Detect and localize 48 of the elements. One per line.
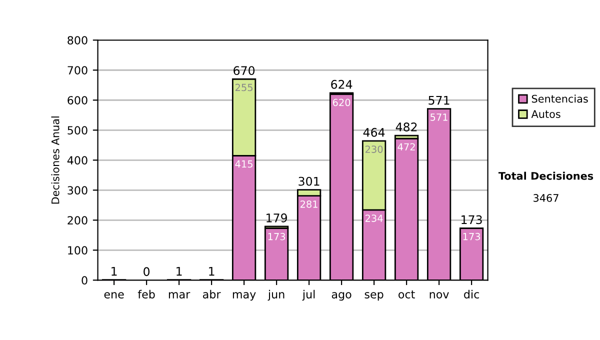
data-label: 255 (235, 84, 252, 92)
data-label: 571 (430, 114, 448, 121)
data-label: 472 (398, 143, 415, 150)
y-tick-label: 300 (68, 186, 88, 195)
total-label: 0 (144, 267, 150, 276)
x-tick-label: sep (364, 292, 384, 301)
data-label: 173 (463, 232, 480, 240)
total-label: 482 (396, 122, 417, 132)
x-tick-label: oct (398, 290, 415, 298)
total-label: 1 (176, 266, 182, 276)
x-tick-label: ago (332, 292, 352, 301)
text: Total Decisiones (498, 172, 594, 180)
y-tick-label: 800 (68, 36, 88, 44)
x-tick-label: abr (203, 290, 221, 298)
data-label: 415 (235, 160, 252, 168)
data-label: 620 (332, 98, 350, 106)
legend-label: Autos (531, 110, 560, 118)
y-tick-label: 100 (68, 246, 88, 255)
x-tick-label: jun (268, 290, 284, 301)
text: 3467 (534, 194, 558, 202)
total-label: 301 (298, 176, 320, 186)
x-tick-label: ene (104, 292, 124, 298)
y-tick-label: 600 (68, 96, 88, 105)
x-tick-label: feb (138, 290, 155, 298)
total-label: 179 (266, 213, 287, 222)
total-label: 1 (209, 266, 214, 276)
y-tick-label: 200 (68, 216, 88, 225)
total-label: 173 (462, 215, 482, 224)
x-tick-label: may (232, 292, 256, 301)
total-label: 624 (331, 80, 352, 89)
total-label: 670 (234, 66, 255, 76)
total-label: 1 (112, 266, 117, 276)
data-label: 281 (300, 200, 318, 208)
data-label: 230 (365, 146, 383, 153)
y-tick-label: 0 (82, 276, 88, 285)
total-label: 571 (428, 96, 450, 105)
y-tick-label: 500 (68, 126, 88, 135)
x-tick-label: dic (464, 290, 479, 298)
x-tick-label: mar (168, 292, 190, 298)
total-label: 464 (363, 128, 385, 137)
data-label: 234 (365, 214, 383, 222)
y-tick-label: 700 (68, 66, 88, 75)
legend-label: Sentencias (532, 94, 588, 103)
data-label: 173 (268, 232, 286, 240)
x-tick-label: nov (430, 292, 449, 298)
y-axis-title: Decisiones Anual (51, 116, 60, 204)
x-tick-label: jul (302, 290, 315, 301)
y-tick-label: 400 (67, 156, 88, 165)
